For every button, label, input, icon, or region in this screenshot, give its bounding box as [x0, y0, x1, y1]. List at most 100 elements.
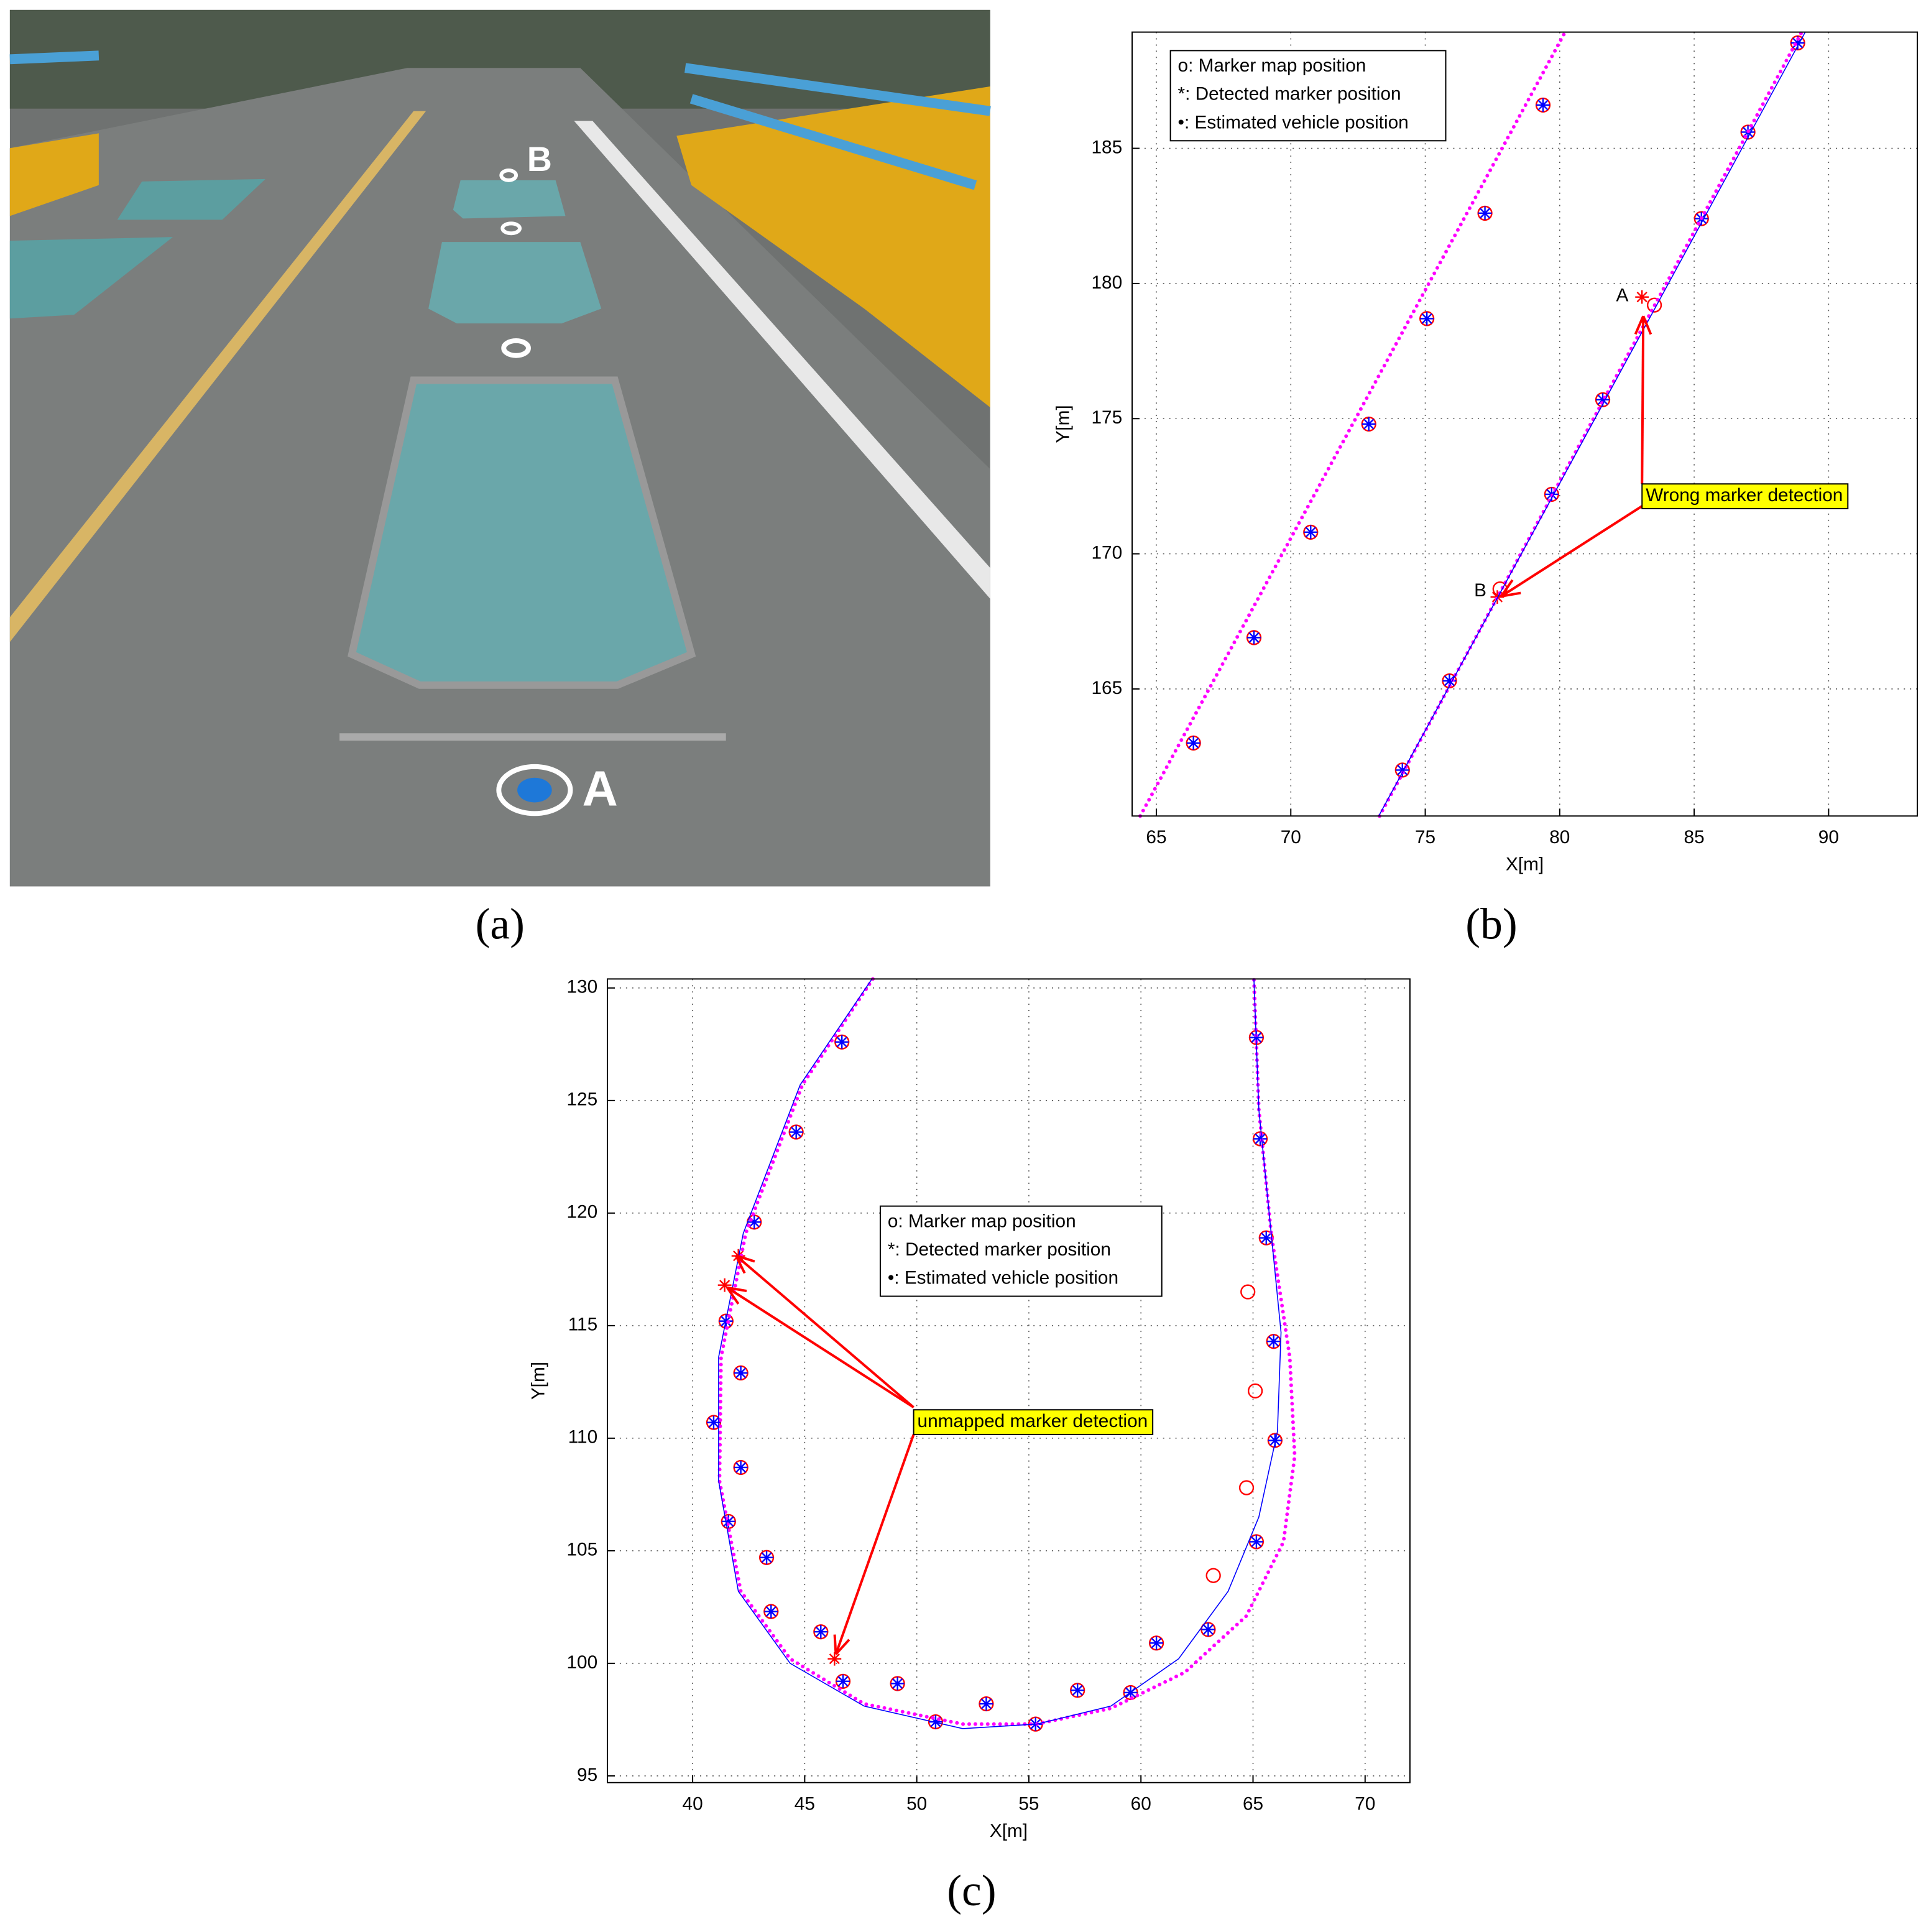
y-tick-label: 170 — [1092, 542, 1123, 563]
detected-marker — [707, 1415, 721, 1430]
glass-panel — [453, 180, 566, 219]
y-tick-label: 185 — [1092, 137, 1123, 157]
reference-path — [718, 978, 1282, 1729]
arrow-head — [834, 1639, 850, 1655]
arrow-head — [833, 1634, 837, 1655]
marker-ring — [500, 221, 522, 236]
y-axis-label: Y[m] — [528, 1362, 549, 1400]
annotation-arrow — [735, 1254, 915, 1408]
x-axis-label: X[m] — [1506, 854, 1544, 875]
detected-marker — [1478, 206, 1492, 220]
rail — [9, 50, 99, 65]
photo: A B — [9, 9, 991, 887]
annotation-arrow — [834, 1434, 915, 1655]
y-tick-label: 115 — [568, 1315, 597, 1335]
detected-marker — [1635, 290, 1649, 304]
detected-marker — [734, 1461, 748, 1474]
arrow-head — [734, 1255, 746, 1274]
detected-marker — [721, 1514, 735, 1528]
rail — [684, 63, 991, 116]
marker-ring — [499, 168, 518, 182]
detected-marker — [1247, 631, 1261, 645]
plot-area — [607, 979, 1410, 1783]
y-axis-label: Y[m] — [1053, 405, 1074, 443]
y-tick-label: 125 — [566, 1089, 597, 1110]
glass-panel — [348, 376, 696, 689]
arrow-head — [1642, 315, 1652, 335]
glass-panel — [9, 237, 173, 319]
x-tick-label: 55 — [1018, 1793, 1039, 1814]
x-tick-label: 40 — [683, 1793, 703, 1814]
detected-marker — [1442, 674, 1457, 688]
yellow-line — [9, 111, 426, 642]
detected-marker — [789, 1125, 803, 1139]
detected-marker — [1201, 1622, 1215, 1637]
legend-box — [879, 1205, 1163, 1297]
detected-marker — [747, 1215, 762, 1229]
photo-label: A — [582, 761, 617, 816]
detected-marker — [1253, 1132, 1267, 1146]
x-tick-label: 50 — [906, 1793, 927, 1814]
curb-left — [9, 133, 99, 216]
detected-marker — [1304, 525, 1318, 539]
rail — [689, 94, 977, 190]
panel-label: (a) — [476, 899, 525, 948]
detected-marker — [764, 1604, 778, 1619]
x-axis-label: X[m] — [990, 1821, 1028, 1841]
y-tick-label: 180 — [1092, 272, 1123, 293]
reference-path — [1378, 32, 1806, 816]
legend-entry: •: Estimated vehicle position — [1178, 112, 1409, 132]
y-tick-label: 120 — [566, 1202, 597, 1223]
arrow-head — [1501, 591, 1521, 598]
detected-marker — [1596, 392, 1610, 407]
detected-marker — [1259, 1231, 1273, 1245]
x-tick-label: 90 — [1818, 827, 1839, 848]
detected-marker — [1150, 1636, 1164, 1650]
annotation-arrow — [1641, 316, 1645, 484]
detected-marker — [1790, 36, 1805, 50]
detected-marker — [1186, 736, 1200, 750]
detected-marker — [734, 1366, 748, 1380]
x-tick-label: 80 — [1549, 827, 1570, 848]
detected-marker — [836, 1674, 850, 1688]
plot-frame — [607, 978, 1411, 1783]
detected-marker — [1395, 763, 1409, 777]
annotation: Wrong marker detection — [1646, 485, 1843, 506]
marker-ring — [496, 764, 573, 816]
annotation: A — [1616, 285, 1629, 305]
photo-label: B — [527, 140, 552, 178]
detected-marker — [827, 1652, 842, 1666]
map-marker — [1238, 1480, 1255, 1495]
detected-marker — [929, 1715, 942, 1729]
plot-frame — [1131, 31, 1919, 817]
y-tick-label: 175 — [1092, 407, 1123, 428]
legend-entry: •: Estimated vehicle position — [888, 1268, 1118, 1288]
map-marker — [1240, 1284, 1256, 1300]
x-tick-label: 75 — [1415, 827, 1435, 848]
detected-marker — [717, 1278, 732, 1292]
x-tick-label: 65 — [1146, 827, 1166, 848]
y-tick-label: 130 — [566, 977, 597, 997]
detected-marker — [1420, 312, 1434, 326]
glass-panel — [117, 178, 265, 220]
detected-marker — [890, 1676, 905, 1691]
detected-marker — [835, 1035, 849, 1049]
marker — [517, 777, 552, 803]
arrow-head — [735, 1254, 755, 1263]
detected-marker — [760, 1550, 773, 1565]
glass-panel — [428, 242, 602, 324]
detected-marker — [1268, 1433, 1282, 1448]
detected-marker — [1071, 1683, 1085, 1698]
arrow-head — [726, 1287, 740, 1305]
y-tick-label: 95 — [577, 1765, 597, 1785]
plot-area — [1132, 32, 1918, 816]
legend-entry: *: Detected marker position — [888, 1239, 1111, 1260]
annotation: unmapped marker detection — [918, 1411, 1148, 1431]
y-tick-label: 165 — [1092, 678, 1123, 698]
marker-ring — [501, 338, 531, 358]
arrow-head — [1634, 315, 1645, 335]
x-tick-label: 70 — [1281, 827, 1301, 848]
map-marker — [1247, 1383, 1263, 1398]
detected-marker — [1249, 1535, 1263, 1549]
arrow-head — [727, 1286, 747, 1293]
